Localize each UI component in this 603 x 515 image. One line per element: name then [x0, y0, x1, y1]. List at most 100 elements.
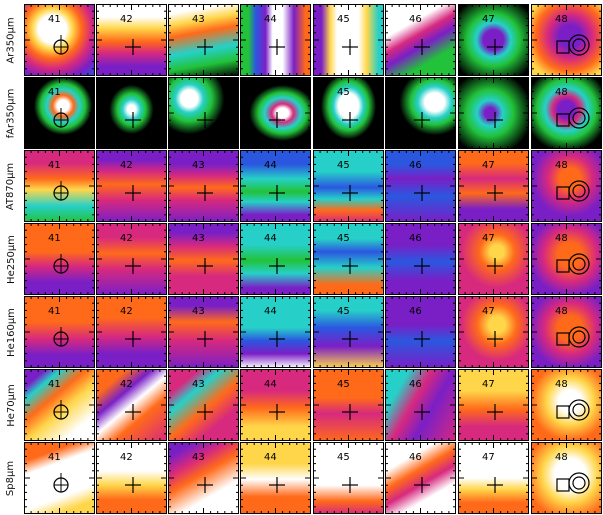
source-id-label: 42	[120, 379, 133, 390]
panel-overlay: 46	[385, 296, 456, 368]
crosshair-marker	[269, 112, 285, 128]
map-panel: 42	[96, 296, 167, 368]
panel-overlay: 44	[240, 369, 311, 441]
map-panel: 42	[96, 150, 167, 222]
map-panel	[96, 77, 167, 149]
panel-overlay: 41	[24, 4, 95, 76]
panel-overlay: 42	[96, 369, 167, 441]
source-id-label: 48	[555, 160, 568, 171]
crosshair-marker	[342, 185, 358, 201]
map-panel: 42	[96, 4, 167, 76]
row-label-text: fAr350μm	[5, 88, 17, 138]
panel-overlay: 45	[313, 4, 384, 76]
map-panel: 47	[458, 369, 529, 441]
crosshair-marker	[487, 331, 503, 347]
panel-overlay: 43	[168, 150, 239, 222]
panel-overlay: 45	[313, 77, 384, 149]
map-panel: 41	[24, 4, 95, 76]
panel-overlay: 47	[458, 369, 529, 441]
map-panel: 47	[458, 150, 529, 222]
row-label: He250μm	[2, 223, 20, 295]
map-panel	[458, 77, 529, 149]
source-square-marker	[556, 478, 570, 492]
source-square-marker	[556, 113, 570, 127]
source-square-marker	[556, 405, 570, 419]
panel-overlay: 46	[385, 442, 456, 514]
source-id-label: 45	[337, 306, 350, 317]
panel-overlay: 41	[24, 77, 95, 149]
crosshair-marker	[125, 185, 141, 201]
crosshair-marker	[342, 477, 358, 493]
source-id-label: 44	[264, 233, 277, 244]
map-panel: 43	[168, 296, 239, 368]
map-panel: 48	[531, 296, 602, 368]
crosshair-marker	[197, 477, 213, 493]
crosshair-marker	[197, 404, 213, 420]
panel-overlay: 48	[531, 4, 602, 76]
source-id-label: 43	[192, 14, 205, 25]
source-id-label: 46	[409, 14, 422, 25]
row-label-text: He160μm	[5, 307, 17, 357]
crosshair-marker	[487, 112, 503, 128]
panel-overlay: 45	[313, 223, 384, 295]
panel-overlay: 41	[24, 223, 95, 295]
map-panel: 44	[240, 442, 311, 514]
source-id-label: 48	[555, 306, 568, 317]
source-double-circle-marker	[568, 107, 590, 129]
panel-overlay: 44	[240, 150, 311, 222]
map-panel: 46	[385, 369, 456, 441]
source-id-label: 44	[264, 379, 277, 390]
panel-overlay: 43	[168, 442, 239, 514]
map-panel: 45	[313, 442, 384, 514]
crosshair-marker	[197, 258, 213, 274]
panel-overlay: 48	[531, 77, 602, 149]
source-id-label: 48	[555, 14, 568, 25]
crosshair-marker	[269, 477, 285, 493]
panel-overlay: 47	[458, 442, 529, 514]
panel-overlay: 45	[313, 442, 384, 514]
source-id-label: 42	[120, 306, 133, 317]
crosshair-marker	[414, 112, 430, 128]
panel-overlay: 41	[24, 150, 95, 222]
row-label-text: Ar350μm	[5, 16, 17, 64]
map-panel: 41	[24, 77, 95, 149]
panel-overlay: 43	[168, 223, 239, 295]
source-id-label: 42	[120, 160, 133, 171]
row-label: AT870μm	[2, 150, 20, 222]
map-panel: 47	[458, 442, 529, 514]
map-panel	[385, 77, 456, 149]
source-double-circle-marker	[568, 326, 590, 348]
source-id-label: 41	[48, 160, 61, 171]
crosshair-marker	[269, 404, 285, 420]
panel-overlay: 44	[240, 223, 311, 295]
panel-overlay: 41	[24, 296, 95, 368]
map-panel: 48	[531, 369, 602, 441]
map-panel: 41	[24, 296, 95, 368]
source-id-label: 44	[264, 160, 277, 171]
source-id-label: 41	[48, 87, 61, 98]
panel-overlay: 48	[531, 296, 602, 368]
source-id-label: 48	[555, 87, 568, 98]
map-panel: 46	[385, 150, 456, 222]
source-id-label: 47	[482, 14, 495, 25]
source-id-label: 42	[120, 233, 133, 244]
source-id-label: 45	[337, 14, 350, 25]
source-square-marker	[556, 186, 570, 200]
source-square-marker	[556, 259, 570, 273]
crosshair-marker	[342, 258, 358, 274]
source-double-circle-marker	[568, 180, 590, 202]
source-square-marker	[556, 332, 570, 346]
map-panel: 41	[24, 223, 95, 295]
crosshair-marker	[414, 404, 430, 420]
map-panel: 45	[313, 369, 384, 441]
panel-overlay: 42	[96, 442, 167, 514]
crosshair-marker	[125, 112, 141, 128]
source-double-circle-marker	[568, 472, 590, 494]
panel-overlay: 47	[458, 150, 529, 222]
map-panel: 44	[240, 296, 311, 368]
panel-overlay: 46	[385, 150, 456, 222]
crosshair-marker	[197, 331, 213, 347]
map-panel: 43	[168, 369, 239, 441]
source-id-label: 41	[48, 306, 61, 317]
